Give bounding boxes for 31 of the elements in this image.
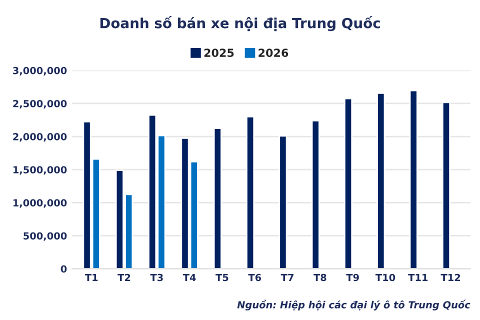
y-tick-label: 3,000,000 — [13, 66, 67, 76]
x-tick-label: T2 — [118, 274, 130, 282]
y-tick-label: 2,500,000 — [13, 100, 67, 109]
x-tick-label: T12 — [440, 274, 460, 282]
bar — [278, 135, 288, 269]
y-tick-label: 500,000 — [24, 232, 67, 241]
y-tick-label: 2,000,000 — [13, 133, 67, 142]
x-tick-label: T6 — [248, 274, 262, 282]
text: Nguồn: Hiệp hội các đại lý ô tô Trung Quốc — [237, 300, 470, 310]
x-tick-label: T4 — [182, 274, 196, 282]
x-tick-label: T7 — [280, 274, 294, 282]
bar — [376, 92, 386, 269]
legend-label: 2026 — [258, 48, 288, 57]
chart-title: Doanh số bán xe nội địa Trung Quốc — [100, 16, 380, 32]
x-tick-label: T11 — [408, 274, 428, 282]
bar — [213, 128, 222, 269]
x-tick-label: T9 — [346, 274, 359, 282]
bar — [409, 90, 418, 269]
x-tick-label: T10 — [375, 274, 396, 282]
x-tick-label: T5 — [216, 274, 228, 282]
x-tick-label: T8 — [314, 274, 326, 282]
bar — [311, 120, 320, 269]
bar — [344, 98, 353, 269]
y-tick-label: 0 — [60, 265, 67, 273]
bar — [442, 102, 451, 269]
y-tick-label: 1,000,000 — [14, 199, 67, 208]
bar — [246, 116, 255, 269]
legend-label: 2025 — [204, 48, 234, 57]
x-tick-label: T3 — [150, 274, 163, 282]
y-tick-label: 1,500,000 — [14, 166, 67, 175]
x-tick-label: T1 — [84, 274, 98, 282]
